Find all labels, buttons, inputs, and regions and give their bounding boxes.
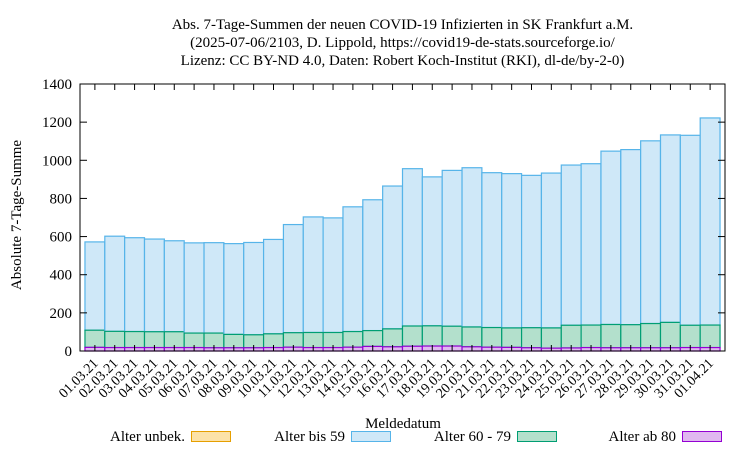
legend-item-alter-60-79: Alter 60 - 79 [397, 428, 563, 446]
bar-segment-alter-60-79 [362, 329, 384, 348]
bar-segment-alter-60-79 [461, 326, 483, 348]
bar-segment-alter-60-79 [600, 323, 622, 349]
axes-layer [79, 83, 726, 352]
bar-segment-alter-bis-59 [421, 176, 443, 327]
bar-segment-alter-bis-59 [560, 164, 582, 326]
x-tick-labels: 01.03.2102.03.2103.03.2104.03.2105.03.21… [56, 356, 716, 401]
bar-segment-alter-60-79 [421, 325, 443, 347]
bar-segment-alter-60-79 [481, 326, 503, 348]
legend-label: Alter bis 59 [274, 429, 345, 445]
bar-segment-alter-60-79 [699, 324, 721, 349]
bar-segment-alter-bis-59 [540, 172, 562, 329]
bar-segment-alter-bis-59 [382, 185, 404, 330]
legend-swatch [191, 431, 231, 442]
bar-segment-alter-bis-59 [282, 223, 304, 334]
bar-segment-alter-60-79 [84, 329, 106, 348]
bar-segment-alter-60-79 [580, 324, 602, 349]
bar-segment-alter-bis-59 [600, 150, 622, 326]
bar-segment-alter-60-79 [659, 321, 681, 349]
legend-swatch [351, 431, 391, 442]
bar-segment-alter-bis-59 [699, 117, 721, 326]
bar-segment-alter-bis-59 [183, 242, 205, 334]
bar-segment-alter-bis-59 [243, 241, 265, 336]
chart-title-line-1: Abs. 7-Tage-Summen der neuen COVID-19 In… [171, 17, 634, 33]
bar-segment-alter-bis-59 [84, 241, 106, 331]
y-axis-label: Absolute 7-Tage-Summe [9, 140, 25, 291]
y-tick-labels: 0 200 400 600 800 1000 1200 1400 [42, 77, 72, 360]
bar-segment-alter-60-79 [382, 328, 404, 348]
bar-segment-alter-bis-59 [342, 206, 364, 333]
bar-segment-alter-bis-59 [501, 173, 523, 329]
bar-segment-alter-bis-59 [302, 216, 324, 334]
bar-segment-alter-bis-59 [322, 217, 344, 334]
legend-label: Alter ab 80 [608, 429, 676, 445]
bar-segment-alter-bis-59 [640, 140, 662, 325]
bars-layer [84, 117, 721, 352]
bar-segment-alter-bis-59 [679, 134, 701, 326]
y-tick-label: 1000 [42, 153, 72, 169]
legend-swatch [517, 431, 557, 442]
bar-segment-alter-bis-59 [620, 149, 642, 326]
bar-segment-alter-bis-59 [659, 134, 681, 323]
bar-segment-alter-bis-59 [461, 167, 483, 328]
legend-swatch [682, 431, 722, 442]
bar-segment-alter-60-79 [342, 330, 364, 348]
bar-segment-alter-60-79 [501, 327, 523, 348]
bar-segment-alter-bis-59 [163, 240, 185, 333]
legend-item-alter-ab-80: Alter ab 80 [563, 428, 728, 446]
y-tick-label: 400 [50, 268, 73, 284]
legend-item-alter-unbek: Alter unbek. [85, 428, 237, 446]
bar-segment-alter-bis-59 [520, 174, 543, 329]
bar-segment-alter-bis-59 [203, 242, 225, 334]
bar-segment-alter-60-79 [679, 324, 701, 349]
legend-label: Alter 60 - 79 [433, 429, 511, 445]
bar-segment-alter-bis-59 [104, 235, 126, 332]
bar-segment-alter-bis-59 [262, 238, 285, 335]
plot-frame [79, 83, 726, 352]
bar-segment-alter-bis-59 [362, 199, 384, 332]
chart-title-line-2: (2025-07-06/2103, D. Lippold, https://co… [190, 35, 615, 51]
bar-segment-alter-60-79 [401, 325, 423, 347]
y-tick-label: 200 [50, 306, 73, 322]
bar-segment-alter-60-79 [620, 324, 642, 349]
bar-segment-alter-bis-59 [401, 168, 423, 327]
bar-segment-alter-bis-59 [223, 243, 245, 336]
bar-segment-alter-60-79 [560, 324, 582, 349]
bar-segment-alter-bis-59 [441, 169, 463, 327]
bar-segment-alter-bis-59 [124, 237, 146, 333]
y-tick-label: 1200 [42, 115, 72, 131]
bar-segment-alter-bis-59 [481, 172, 503, 329]
bar-segment-alter-60-79 [640, 322, 662, 349]
bar-segment-alter-60-79 [441, 325, 463, 347]
bar-segment-alter-bis-59 [580, 163, 602, 326]
y-tick-label: 1400 [42, 77, 72, 93]
legend-item-alter-bis-59: Alter bis 59 [237, 428, 397, 446]
y-tick-label: 800 [50, 191, 73, 207]
bar-segment-alter-60-79 [520, 327, 543, 349]
chart-title-line-3: Lizenz: CC BY-ND 4.0, Daten: Robert Koch… [180, 53, 625, 69]
y-tick-label: 600 [50, 230, 73, 246]
y-tick-label: 0 [65, 344, 73, 360]
x-axis-label: Meldedatum [365, 416, 441, 432]
legend-label: Alter unbek. [110, 429, 185, 445]
bar-segment-alter-bis-59 [143, 238, 165, 333]
